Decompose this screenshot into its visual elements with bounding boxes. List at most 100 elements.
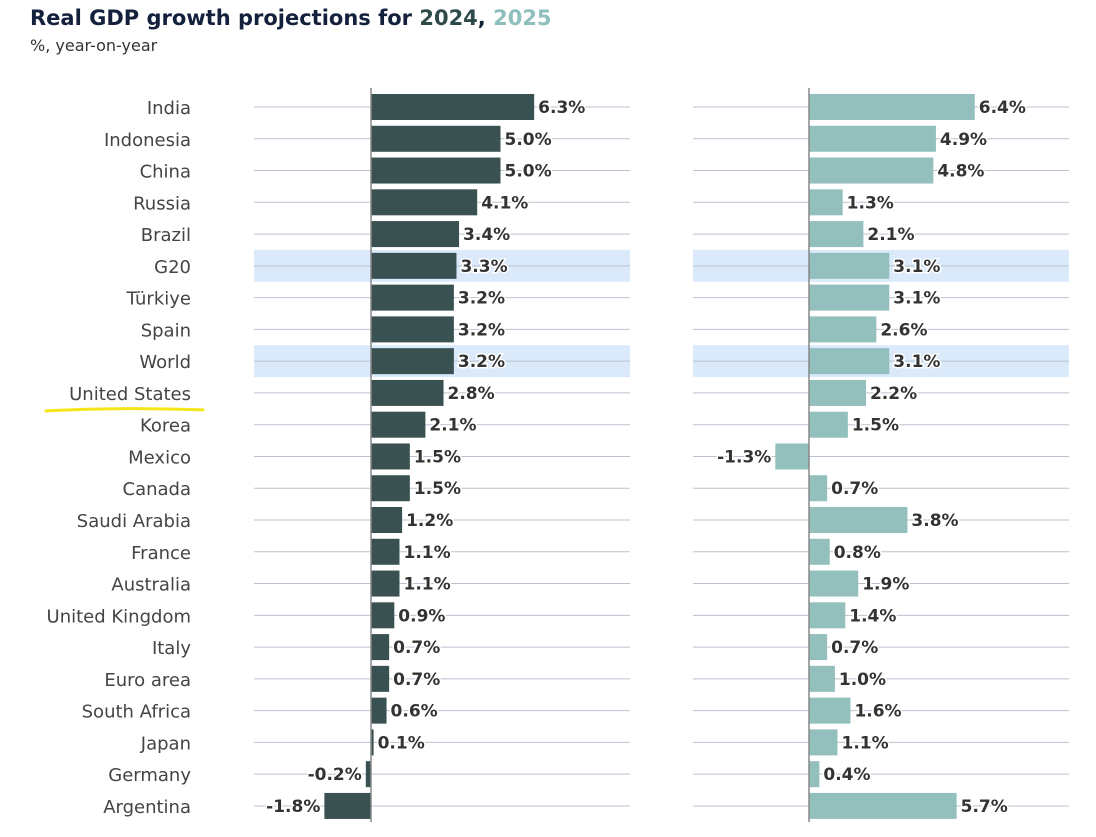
bar-2025 xyxy=(809,792,957,819)
value-label: 1.1% xyxy=(841,733,888,753)
bar-2024 xyxy=(371,379,444,406)
bar-2024 xyxy=(324,792,371,819)
value-label: 0.9% xyxy=(398,606,445,626)
value-label: 0.4% xyxy=(823,765,870,785)
category-label: India xyxy=(147,98,191,119)
bar-2025 xyxy=(809,761,820,788)
bar-2024 xyxy=(371,316,454,343)
value-label: 0.7% xyxy=(393,638,440,658)
value-label: 5.0% xyxy=(505,162,552,182)
bar-2024 xyxy=(371,570,400,597)
value-label: 0.7% xyxy=(831,479,878,499)
bar-2025 xyxy=(809,252,890,279)
value-label: 6.4% xyxy=(979,98,1026,118)
value-label: 3.1% xyxy=(893,289,940,309)
value-label: 2.8% xyxy=(448,384,495,404)
bar-2024 xyxy=(371,125,501,152)
value-label: -1.3% xyxy=(717,447,771,467)
value-label: 3.2% xyxy=(458,320,505,340)
category-label: Euro area xyxy=(104,670,191,691)
bar-2025 xyxy=(809,284,890,311)
category-label: World xyxy=(139,352,191,373)
bar-2025 xyxy=(809,189,843,216)
bar-2025 xyxy=(809,316,877,343)
category-label: Italy xyxy=(152,638,191,659)
bar-2024 xyxy=(371,697,387,724)
bar-2025 xyxy=(809,570,859,597)
bar-2024 xyxy=(371,348,454,375)
value-label: 2.2% xyxy=(870,384,917,404)
title-sep: , xyxy=(477,6,494,30)
bar-2025 xyxy=(809,157,934,184)
bar-2025 xyxy=(809,221,864,248)
value-label: 1.6% xyxy=(854,702,901,722)
category-label: Russia xyxy=(133,193,191,214)
value-label: 1.5% xyxy=(852,416,899,436)
value-label: 4.8% xyxy=(937,162,984,182)
category-label: Germany xyxy=(108,765,191,786)
value-label: 2.6% xyxy=(880,320,927,340)
category-label: Mexico xyxy=(128,447,191,468)
value-label: 0.7% xyxy=(393,670,440,690)
bar-2024 xyxy=(371,252,457,279)
bar-2025 xyxy=(775,443,809,470)
value-label: 3.1% xyxy=(893,352,940,372)
value-label: 1.1% xyxy=(403,575,450,595)
category-label: Canada xyxy=(123,479,192,500)
bar-2024 xyxy=(371,729,374,756)
value-label: 3.2% xyxy=(458,289,505,309)
underline-mark xyxy=(44,407,205,413)
value-label: 0.8% xyxy=(834,543,881,563)
bar-2025 xyxy=(809,94,975,120)
bar-2025 xyxy=(809,507,908,534)
value-label: 1.4% xyxy=(849,606,896,626)
bar-2024 xyxy=(371,538,400,565)
bar-2025 xyxy=(809,475,828,502)
bar-2025 xyxy=(809,348,890,375)
value-label: 3.1% xyxy=(893,257,940,277)
bar-2024 xyxy=(371,475,410,502)
bar-2025 xyxy=(809,379,866,406)
category-label: Brazil xyxy=(141,225,191,246)
title-text: Real GDP growth projections for xyxy=(30,6,420,30)
value-label: 5.7% xyxy=(961,797,1008,817)
category-label: United Kingdom xyxy=(47,606,191,627)
bar-2025 xyxy=(809,602,846,629)
category-label: France xyxy=(131,543,191,564)
value-label: -1.8% xyxy=(266,797,320,817)
value-label: 0.1% xyxy=(378,733,425,753)
value-label: 3.8% xyxy=(911,511,958,531)
title-year-2024: 2024 xyxy=(419,6,478,30)
category-label: Argentina xyxy=(103,797,191,818)
value-label: 3.2% xyxy=(458,352,505,372)
chart-title: Real GDP growth projections for 2024, 20… xyxy=(30,6,552,30)
value-label: 4.1% xyxy=(481,193,528,213)
bar-2024 xyxy=(371,507,403,534)
value-label: 1.5% xyxy=(414,447,461,467)
bar-2024 xyxy=(371,602,395,629)
bar-2024 xyxy=(371,284,454,311)
value-label: 1.2% xyxy=(406,511,453,531)
category-label: United States xyxy=(69,384,191,405)
value-label: 1.9% xyxy=(862,575,909,595)
value-label: 1.3% xyxy=(847,193,894,213)
value-label: 0.7% xyxy=(831,638,878,658)
title-year-2025: 2025 xyxy=(493,6,552,30)
category-label: Australia xyxy=(111,575,191,596)
category-label: G20 xyxy=(154,257,191,278)
category-label: Korea xyxy=(140,416,191,437)
bar-2024 xyxy=(371,94,535,120)
bar-2024 xyxy=(371,443,410,470)
value-label: 2.1% xyxy=(429,416,476,436)
category-label: South Africa xyxy=(82,702,191,723)
category-label: China xyxy=(140,162,191,183)
bar-2024 xyxy=(371,157,501,184)
bar-2025 xyxy=(809,538,830,565)
value-label: 2.1% xyxy=(867,225,914,245)
bar-2024 xyxy=(365,761,371,788)
category-label: Saudi Arabia xyxy=(77,511,191,532)
category-label: Türkiye xyxy=(126,289,192,310)
value-label: 3.3% xyxy=(460,257,507,277)
value-label: -0.2% xyxy=(308,765,362,785)
